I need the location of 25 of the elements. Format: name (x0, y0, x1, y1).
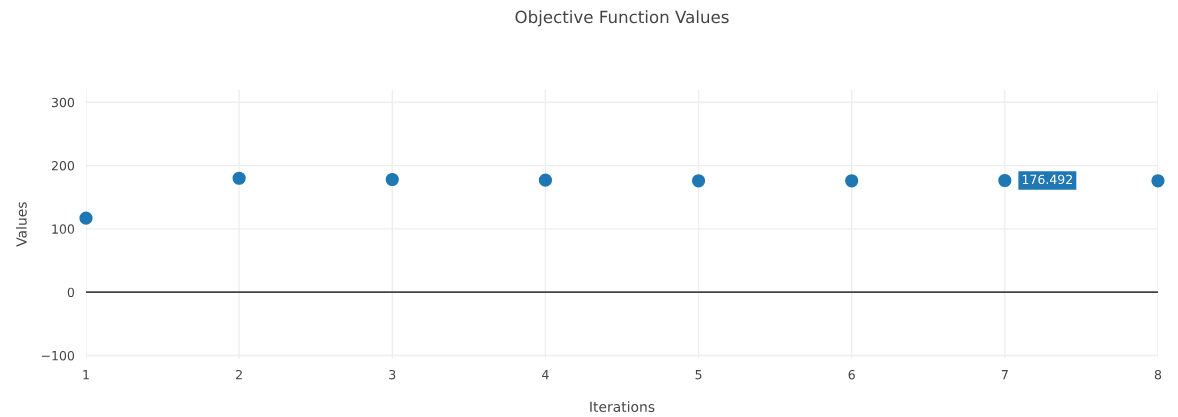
x-tick-label: 5 (695, 370, 702, 380)
x-axis-title: Iterations (590, 401, 655, 413)
y-tick-label: 0 (67, 287, 75, 298)
point (998, 173, 1012, 188)
chart-title: Objective Function Values (515, 10, 729, 27)
x-tick-label: 2 (236, 369, 242, 380)
x-tick-label: 3 (389, 369, 396, 380)
annotation: 176.492 (1022, 174, 1072, 185)
point (845, 174, 859, 188)
y-tick-label: 100 (52, 224, 75, 234)
x-tick-label: 1 (83, 370, 89, 380)
x-tick-label: 7 (1001, 370, 1008, 380)
point (385, 172, 399, 187)
y-tick-label: 300 (51, 97, 75, 108)
point (691, 174, 706, 188)
x-tick-label: 6 (848, 369, 855, 380)
point (538, 173, 553, 187)
x-tick-label: 4 (542, 370, 549, 380)
y-tick-label: 200 (51, 161, 75, 171)
point (79, 211, 93, 225)
point (232, 171, 246, 185)
point (1151, 174, 1165, 188)
y-axis-title: Values (16, 202, 27, 247)
x-tick-label: 8 (1154, 369, 1162, 380)
y-tick-label: −100 (41, 350, 75, 361)
